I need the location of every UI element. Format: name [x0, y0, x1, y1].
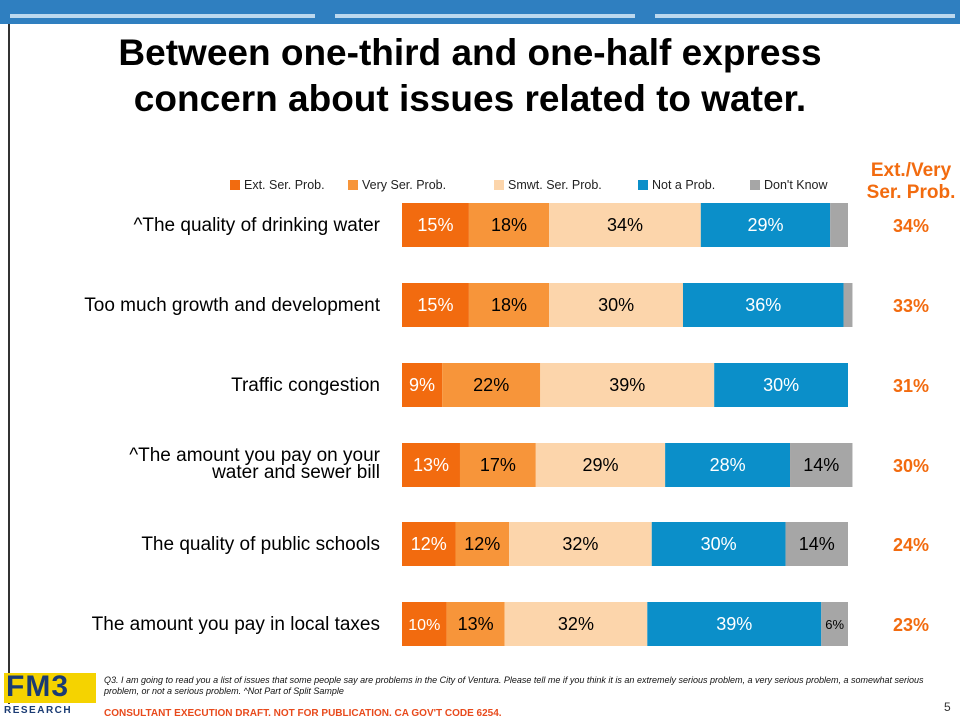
bar-value-label: 10%: [408, 617, 440, 634]
bar-segment-ext: [402, 203, 469, 247]
bar-segment-not: [665, 443, 791, 487]
logo-text-top: FM3: [6, 670, 69, 703]
bar-segment-dk: [785, 522, 848, 566]
legend-item-smwt: Smwt. Ser. Prob.: [494, 178, 602, 192]
bar-value-label: 30%: [701, 534, 737, 554]
top-banner-stripe: [335, 14, 635, 18]
category-label: ^The quality of drinking water: [133, 215, 380, 236]
legend-item-ext: Ext. Ser. Prob.: [230, 178, 325, 192]
bar-value-label: 39%: [609, 375, 645, 395]
bar-value-label: 29%: [582, 455, 618, 475]
bar-value-label: 18%: [491, 215, 527, 235]
bar-segment-smwt: [535, 443, 666, 487]
bar-value-label: 9%: [409, 375, 435, 395]
bar-value-label: 18%: [491, 295, 527, 315]
summary-value: 33%: [893, 296, 929, 316]
summary-value: 31%: [893, 376, 929, 396]
bar-value-label: 6%: [825, 617, 844, 632]
bar-segment-very: [468, 283, 550, 327]
bar-value-label: 14%: [803, 455, 839, 475]
bar-value-label: 13%: [413, 455, 449, 475]
legend-swatch: [230, 180, 240, 190]
legend-label: Smwt. Ser. Prob.: [508, 178, 602, 192]
bar-segment-smwt: [504, 602, 648, 646]
legend-label: Not a Prob.: [652, 178, 716, 192]
bar-value-label: 32%: [558, 614, 594, 634]
bar-segment-ext: [402, 602, 447, 646]
bar-segment-smwt: [509, 522, 652, 566]
bar-value-label: 22%: [473, 375, 509, 395]
legend-swatch: [750, 180, 760, 190]
logo-text-bottom: RESEARCH: [4, 705, 73, 716]
legend-swatch: [348, 180, 358, 190]
logo-background: [4, 673, 96, 703]
bar-segment-ext: [402, 522, 456, 566]
summary-value: 24%: [893, 535, 929, 555]
chart-legend: Ext. Ser. Prob. Very Ser. Prob. Smwt. Se…: [230, 178, 850, 194]
bar-segment-not: [700, 203, 831, 247]
summary-value: 30%: [893, 456, 929, 476]
bar-segment-not: [647, 602, 822, 646]
fm3-logo: FM3 RESEARCH: [4, 671, 96, 723]
bar-segment-ext: [402, 363, 443, 407]
bar-segment-very: [459, 443, 536, 487]
legend-label: Ext. Ser. Prob.: [244, 178, 325, 192]
category-label: ^The amount you pay on your water and sew…: [129, 445, 380, 483]
bar-segment-very: [442, 363, 541, 407]
bar-value-label: 39%: [716, 614, 752, 634]
bar-segment-not: [714, 363, 848, 407]
top-banner: [0, 0, 960, 24]
summary-value: 34%: [893, 216, 929, 236]
bar-segment-smwt: [549, 283, 683, 327]
slide-title: Between one-third and one-half express c…: [118, 32, 822, 119]
bar-segment-not: [651, 522, 786, 566]
bar-value-label: 15%: [417, 215, 453, 235]
bar-segment-dk: [790, 443, 853, 487]
top-banner-stripe: [10, 14, 315, 18]
bar-value-label: 15%: [417, 295, 453, 315]
bar-value-label: 36%: [745, 295, 781, 315]
bar-segment-ext: [402, 283, 469, 327]
category-label: The quality of public schools: [141, 534, 380, 555]
bar-value-label: 12%: [464, 534, 500, 554]
bar-value-label: 28%: [710, 455, 746, 475]
left-border: [8, 24, 10, 704]
bar-value-label: 30%: [598, 295, 634, 315]
bar-value-label: 12%: [411, 534, 447, 554]
bar-segment-very: [468, 203, 550, 247]
legend-item-not: Not a Prob.: [638, 178, 715, 192]
summary-header: Ext./Very Ser. Prob.: [866, 160, 956, 203]
bar-segment-very: [455, 522, 510, 566]
category-label: Too much growth and development: [84, 295, 380, 316]
question-footnote: Q3. I am going to read you a list of iss…: [104, 675, 924, 696]
legend-item-dk: Don't Know: [750, 178, 828, 192]
category-label: The amount you pay in local taxes: [92, 614, 380, 635]
legend-swatch: [638, 180, 648, 190]
page-number: 5: [944, 700, 951, 714]
bar-value-label: 32%: [562, 534, 598, 554]
top-banner-stripe: [655, 14, 955, 18]
bar-segment-dk: [843, 283, 853, 327]
bar-segment-smwt: [540, 363, 715, 407]
legend-swatch: [494, 180, 504, 190]
bar-segment-ext: [402, 443, 460, 487]
bar-value-label: 34%: [607, 215, 643, 235]
bar-segment-not: [682, 283, 844, 327]
bar-segment-dk: [821, 602, 848, 646]
bar-value-label: 14%: [799, 534, 835, 554]
draft-notice: CONSULTANT EXECUTION DRAFT. NOT FOR PUBL…: [104, 708, 502, 719]
bar-value-label: 30%: [763, 375, 799, 395]
legend-label: Very Ser. Prob.: [362, 178, 447, 192]
bar-segment-smwt: [549, 203, 701, 247]
category-label: Traffic congestion: [231, 375, 380, 396]
legend-label: Don't Know: [764, 178, 828, 192]
summary-value: 23%: [893, 615, 929, 635]
bar-value-label: 13%: [458, 614, 494, 634]
bar-segment-very: [446, 602, 505, 646]
bar-value-label: 29%: [747, 215, 783, 235]
legend-item-very: Very Ser. Prob.: [348, 178, 446, 192]
bar-value-label: 17%: [480, 455, 516, 475]
bar-segment-dk: [830, 203, 848, 247]
